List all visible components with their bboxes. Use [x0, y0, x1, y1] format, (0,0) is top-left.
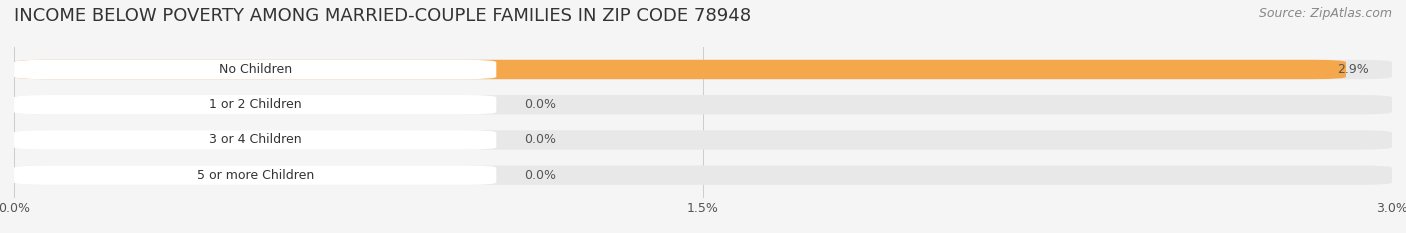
FancyBboxPatch shape [14, 130, 496, 150]
FancyBboxPatch shape [14, 60, 496, 79]
Text: Source: ZipAtlas.com: Source: ZipAtlas.com [1258, 7, 1392, 20]
FancyBboxPatch shape [14, 130, 1392, 150]
Text: 0.0%: 0.0% [524, 169, 555, 182]
FancyBboxPatch shape [14, 95, 1392, 114]
FancyBboxPatch shape [14, 60, 1346, 79]
Text: 5 or more Children: 5 or more Children [197, 169, 314, 182]
FancyBboxPatch shape [14, 60, 1392, 79]
Text: No Children: No Children [218, 63, 292, 76]
Text: 3 or 4 Children: 3 or 4 Children [209, 134, 301, 146]
FancyBboxPatch shape [14, 95, 496, 114]
Text: 0.0%: 0.0% [524, 98, 555, 111]
Text: INCOME BELOW POVERTY AMONG MARRIED-COUPLE FAMILIES IN ZIP CODE 78948: INCOME BELOW POVERTY AMONG MARRIED-COUPL… [14, 7, 751, 25]
FancyBboxPatch shape [14, 165, 496, 185]
FancyBboxPatch shape [14, 165, 1392, 185]
Text: 2.9%: 2.9% [1337, 63, 1369, 76]
Text: 0.0%: 0.0% [524, 134, 555, 146]
Text: 1 or 2 Children: 1 or 2 Children [209, 98, 301, 111]
